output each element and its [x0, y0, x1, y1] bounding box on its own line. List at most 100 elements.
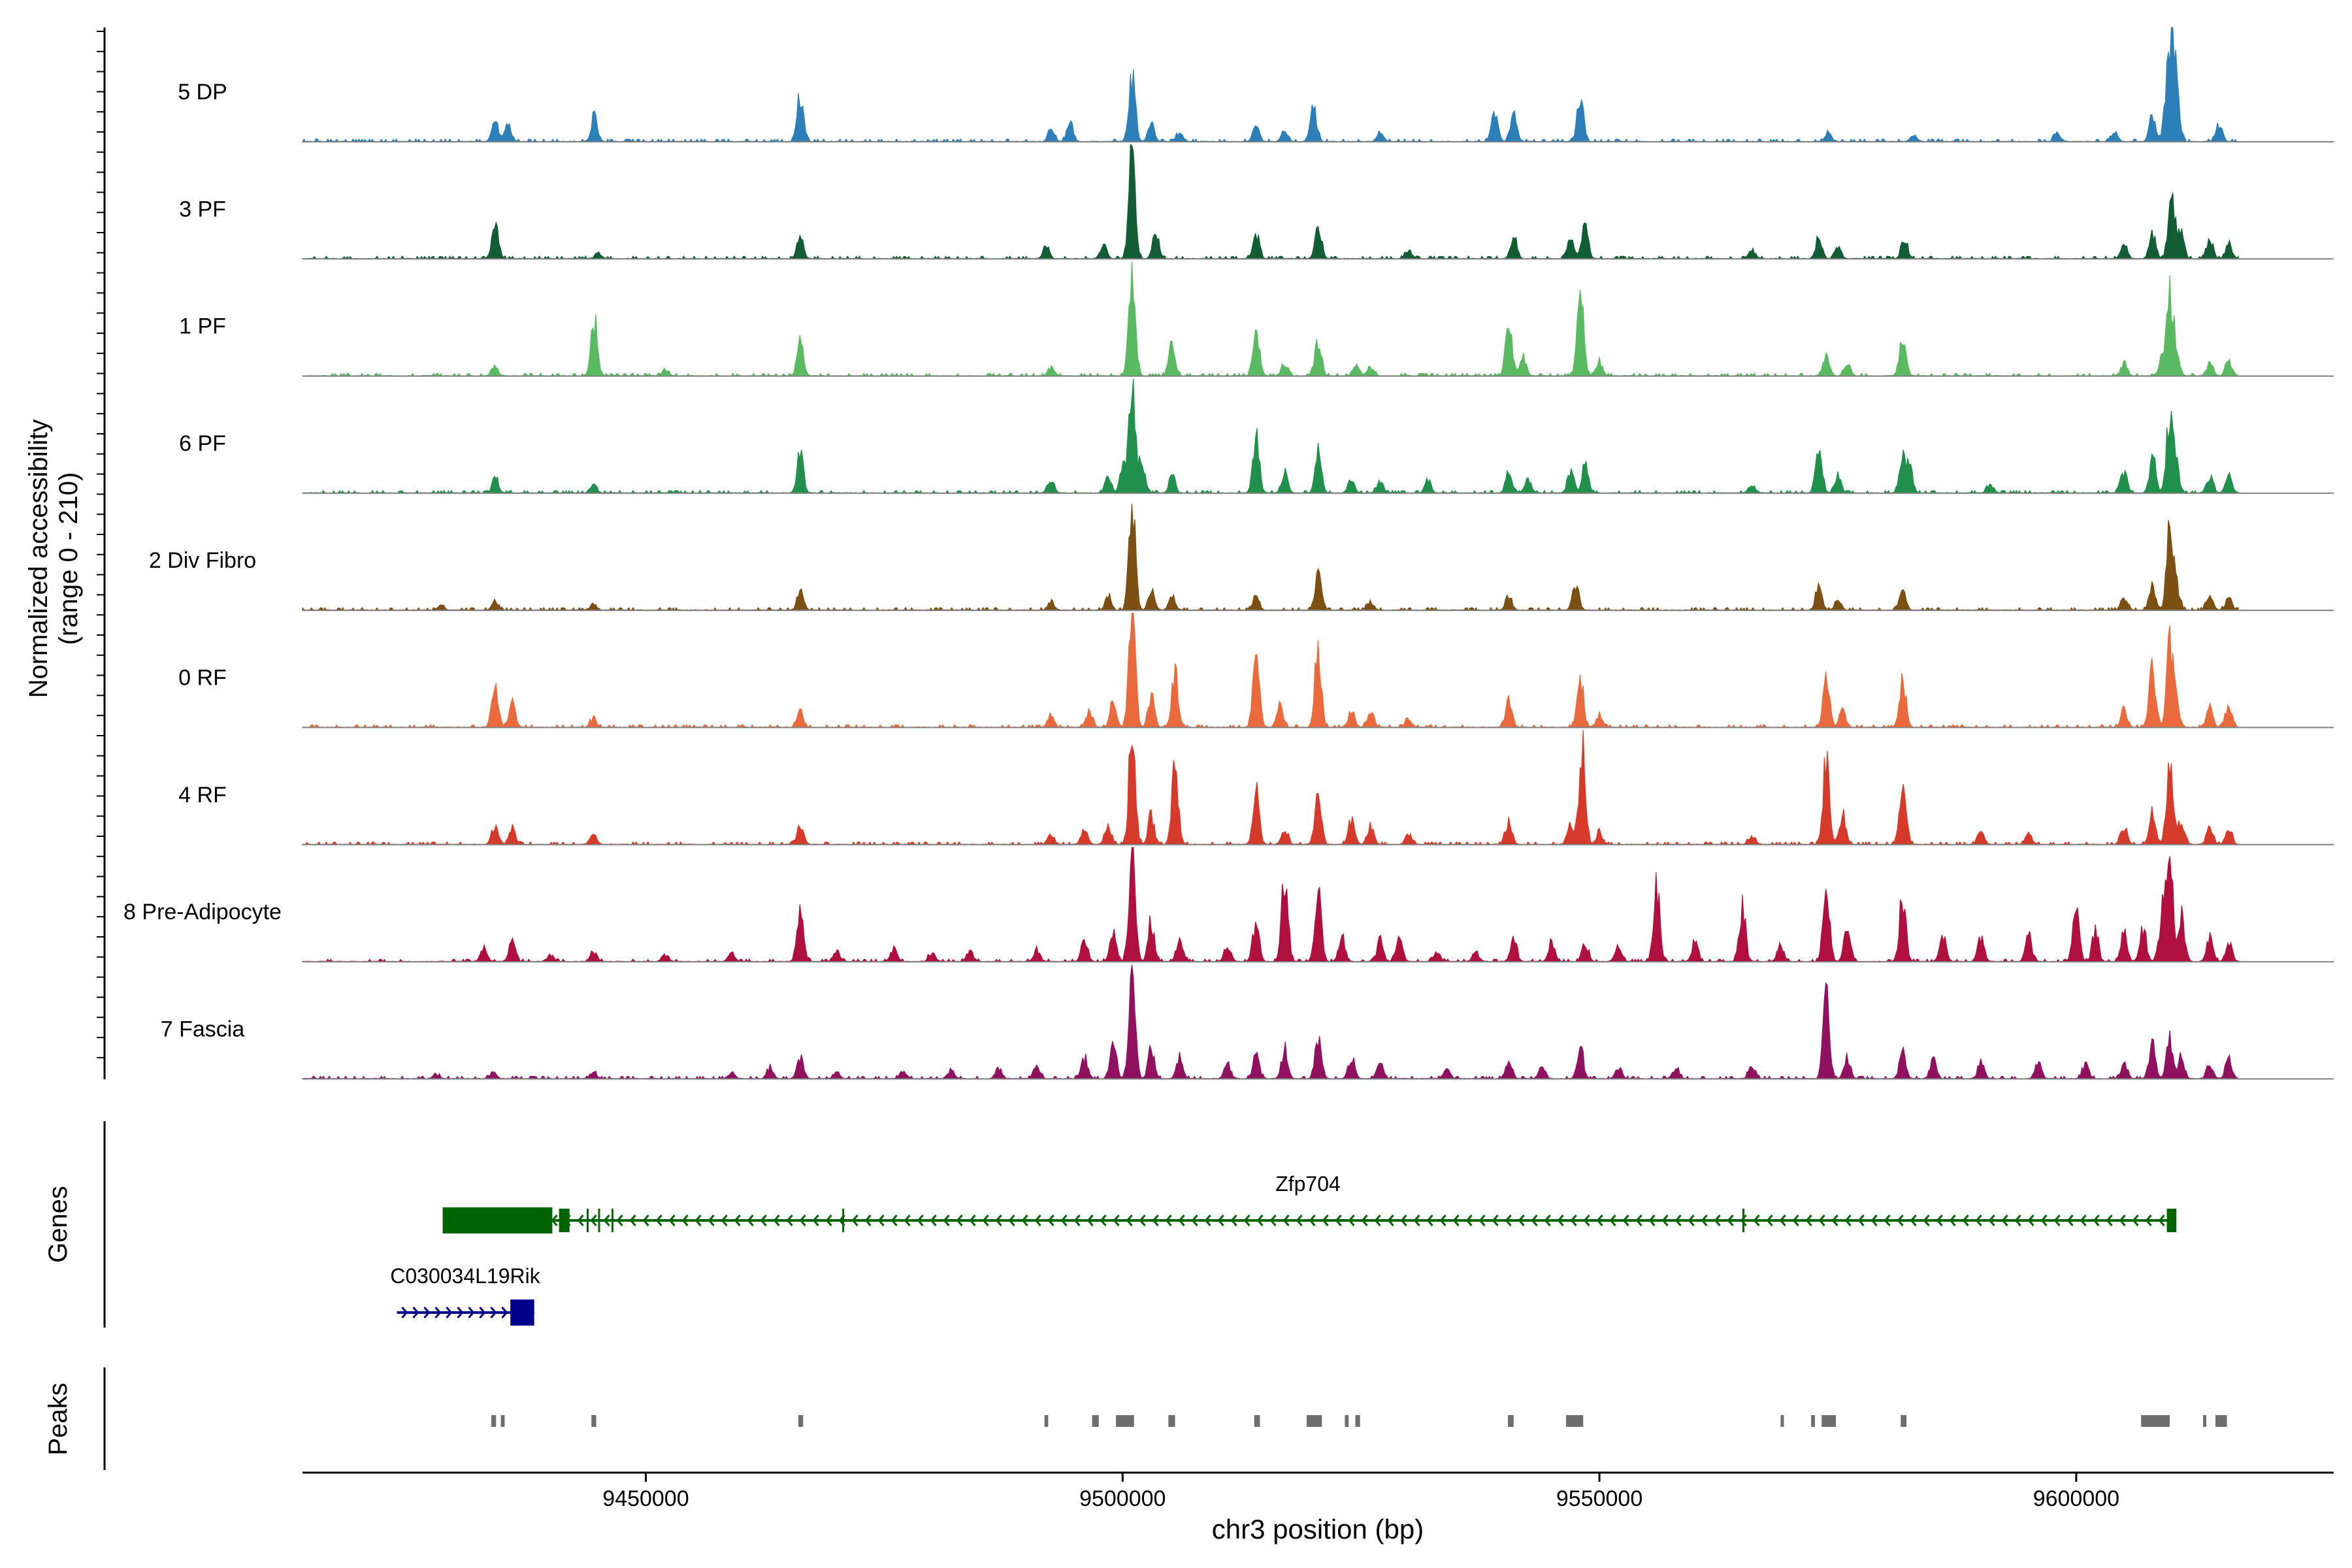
x-tick-label: 9600000 [2033, 1486, 2119, 1511]
strand-chevron [734, 1215, 741, 1226]
strand-chevron [1596, 1215, 1603, 1226]
peak-region [1092, 1415, 1099, 1427]
strand-chevron [1583, 1215, 1590, 1226]
strand-chevron [1413, 1215, 1420, 1226]
strand-chevron [1805, 1215, 1812, 1226]
peak-region [1901, 1415, 1907, 1427]
strand-chevron [1779, 1215, 1786, 1226]
strand-chevron [956, 1215, 963, 1226]
strand-chevron [1870, 1215, 1878, 1226]
track-2-div-fibro: 2 Div Fibro [149, 504, 2334, 612]
gene-label: C030034L19Rik [390, 1264, 541, 1288]
exon [586, 1209, 589, 1232]
strand-chevron [708, 1215, 715, 1226]
track-8-pre-adipocyte: 8 Pre-Adipocyte [123, 847, 2334, 963]
strand-chevron [1910, 1215, 1917, 1226]
strand-chevron [786, 1215, 793, 1226]
strand-chevron [1060, 1215, 1068, 1226]
strand-chevron [1047, 1215, 1054, 1226]
track-label-6-pf: 6 PF [179, 431, 226, 456]
strand-chevron [501, 1307, 508, 1318]
strand-chevron [877, 1215, 885, 1226]
strand-chevron [1975, 1215, 1982, 1226]
peaks-track-label: Peaks [44, 1382, 73, 1455]
track-label-2-div-fibro: 2 Div Fibro [149, 548, 256, 573]
strand-chevron [1505, 1215, 1512, 1226]
strand-chevron [1844, 1215, 1852, 1226]
strand-chevron [721, 1215, 728, 1226]
strand-chevron [1557, 1215, 1564, 1226]
peak-region [2203, 1415, 2207, 1427]
peak-region [2215, 1415, 2227, 1427]
strand-chevron [1217, 1215, 1224, 1226]
strand-chevron [864, 1215, 872, 1226]
strand-chevron [1073, 1215, 1081, 1226]
peak-region [1116, 1415, 1134, 1427]
strand-chevron [1204, 1215, 1211, 1226]
strand-chevron [629, 1215, 636, 1226]
strand-chevron [760, 1215, 767, 1226]
track-7-fascia: 7 Fascia [161, 964, 2334, 1080]
strand-chevron [1309, 1215, 1316, 1226]
strand-chevron [1492, 1215, 1499, 1226]
strand-chevron [1949, 1215, 1956, 1226]
genes-panel: Genes Zfp704 C030034L19Rik [44, 1121, 2177, 1328]
track-0-rf: 0 RF [178, 612, 2334, 728]
strand-chevron [2119, 1215, 2126, 1226]
strand-chevron [1884, 1215, 1891, 1226]
strand-chevron [468, 1307, 475, 1318]
strand-chevron [1962, 1215, 1969, 1226]
strand-chevron [2027, 1215, 2034, 1226]
strand-chevron [890, 1215, 898, 1226]
gene-models: Zfp704 C030034L19Rik [390, 1172, 2177, 1326]
strand-chevron [412, 1307, 419, 1318]
strand-chevron [2132, 1215, 2139, 1226]
peak-region [798, 1415, 804, 1427]
peak-regions [491, 1415, 2227, 1427]
strand-chevron [681, 1215, 689, 1226]
strand-chevron [1008, 1215, 1015, 1226]
strand-chevron [1570, 1215, 1577, 1226]
strand-chevron [1857, 1215, 1865, 1226]
exon [611, 1209, 613, 1232]
strand-chevron [1282, 1215, 1290, 1226]
track-label-7-fascia: 7 Fascia [161, 1017, 245, 1041]
strand-chevron [1126, 1215, 1133, 1226]
x-tick-label: 9550000 [1556, 1486, 1642, 1511]
strand-chevron [1348, 1215, 1355, 1226]
strand-chevron [457, 1307, 464, 1318]
x-tick-label: 9500000 [1079, 1486, 1166, 1511]
strand-chevron [1609, 1215, 1616, 1226]
track-3-pf: 3 PF [179, 144, 2334, 260]
strand-chevron [1622, 1215, 1629, 1226]
strand-chevron [1648, 1215, 1656, 1226]
exon [1742, 1209, 1745, 1232]
strand-chevron [825, 1215, 832, 1226]
strand-chevron [2106, 1215, 2113, 1226]
strand-chevron [434, 1307, 442, 1318]
strand-chevron [1452, 1215, 1460, 1226]
y-axis-label-line-1: Normalized accessibility [24, 419, 53, 698]
track-label-0-rf: 0 RF [178, 666, 227, 691]
gene-label: Zfp704 [1275, 1172, 1341, 1196]
strand-chevron [1831, 1215, 1838, 1226]
strand-chevron [799, 1215, 806, 1226]
strand-chevron [616, 1215, 623, 1226]
strand-chevron [1100, 1215, 1107, 1226]
exon [559, 1209, 570, 1232]
strand-chevron [1165, 1215, 1172, 1226]
strand-chevron [2066, 1215, 2074, 1226]
strand-chevron [930, 1215, 937, 1226]
peak-region [1566, 1415, 1584, 1427]
exon [442, 1207, 553, 1233]
strand-chevron [446, 1307, 453, 1318]
exon [510, 1299, 534, 1326]
exon [842, 1209, 845, 1232]
genes-track-label: Genes [44, 1186, 73, 1263]
strand-chevron [1818, 1215, 1825, 1226]
strand-chevron [1635, 1215, 1642, 1226]
strand-chevron [2145, 1215, 2152, 1226]
strand-chevron [1740, 1215, 1747, 1226]
peak-region [1507, 1415, 1514, 1427]
strand-chevron [423, 1307, 431, 1318]
